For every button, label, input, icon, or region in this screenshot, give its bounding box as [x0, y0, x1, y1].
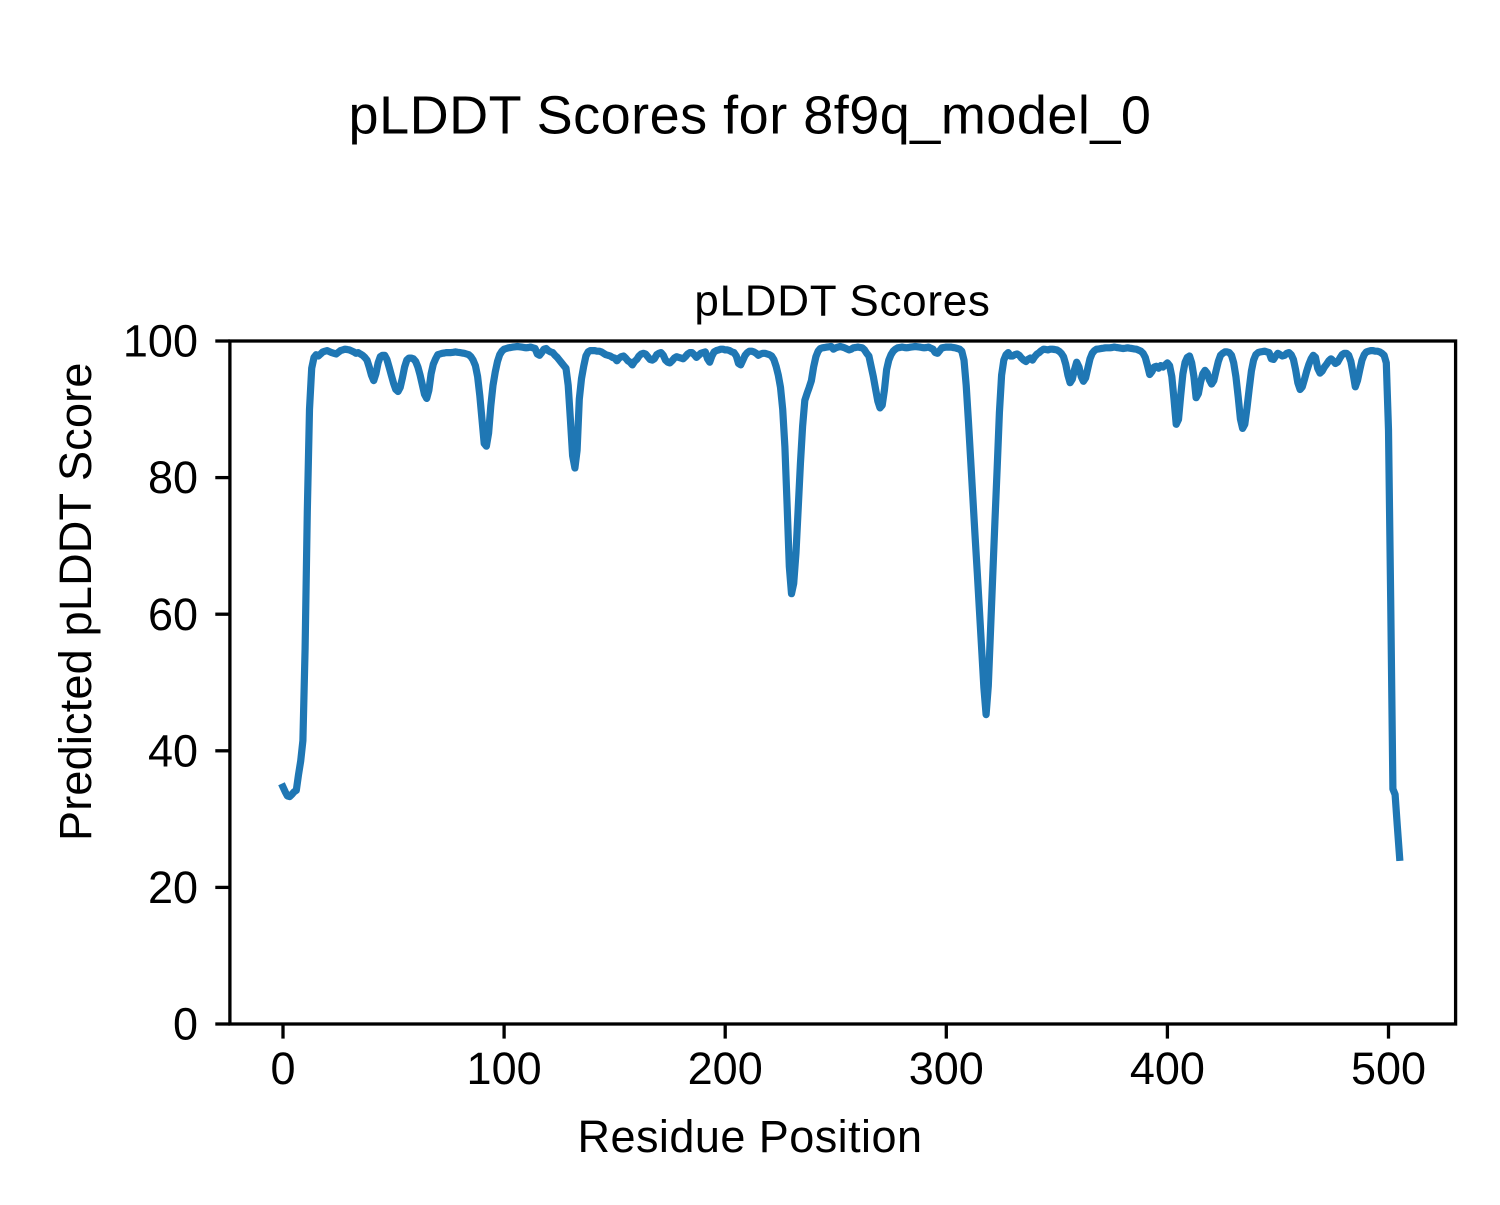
svg-text:300: 300	[909, 1043, 984, 1094]
svg-text:60: 60	[148, 589, 198, 640]
svg-text:pLDDT Scores: pLDDT Scores	[694, 277, 990, 326]
svg-text:40: 40	[148, 725, 198, 776]
svg-text:100: 100	[123, 316, 198, 367]
svg-text:20: 20	[148, 862, 198, 913]
svg-text:400: 400	[1130, 1043, 1205, 1094]
svg-text:0: 0	[173, 999, 198, 1050]
svg-text:100: 100	[467, 1043, 542, 1094]
svg-text:0: 0	[270, 1043, 295, 1094]
svg-text:200: 200	[688, 1043, 763, 1094]
svg-text:Residue Position: Residue Position	[578, 1111, 923, 1162]
svg-text:500: 500	[1351, 1043, 1426, 1094]
svg-text:Predicted pLDDT Score: Predicted pLDDT Score	[50, 362, 101, 841]
svg-text:80: 80	[148, 452, 198, 503]
svg-text:pLDDT Scores for 8f9q_model_0: pLDDT Scores for 8f9q_model_0	[349, 86, 1152, 146]
